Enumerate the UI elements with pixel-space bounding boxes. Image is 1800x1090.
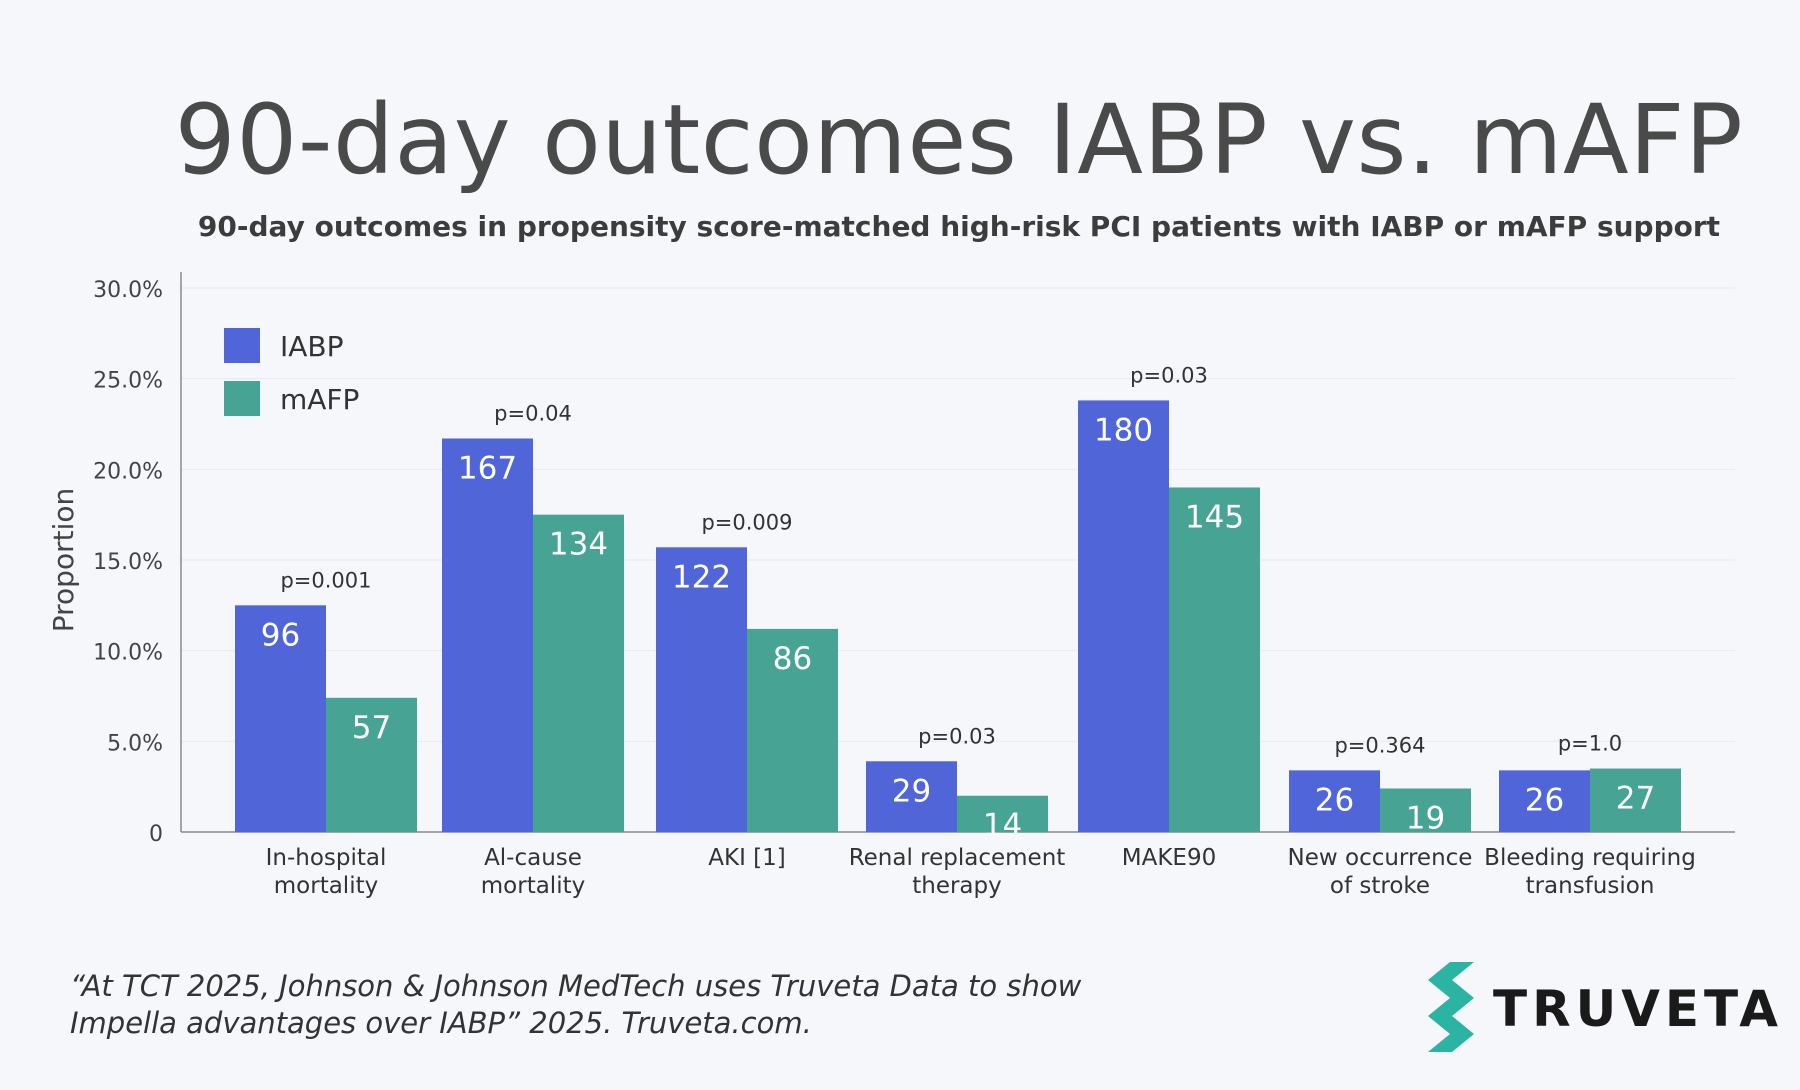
x-tick-label: mortality xyxy=(481,873,585,899)
bar-mafp xyxy=(957,795,1048,832)
y-tick-label: 10.0% xyxy=(93,641,163,666)
x-tick-label: transfusion xyxy=(1526,873,1655,899)
bar-mafp xyxy=(533,514,624,832)
p-value-label: p=0.001 xyxy=(280,568,371,592)
p-value-label: p=0.04 xyxy=(494,402,572,426)
y-tick-label: 20.0% xyxy=(93,459,163,484)
x-tick-label: of stroke xyxy=(1330,873,1430,899)
citation: “At TCT 2025, Johnson & Johnson MedTech … xyxy=(70,969,1082,1040)
y-tick-label: 25.0% xyxy=(93,369,163,394)
bar-value-label: 57 xyxy=(352,710,391,746)
p-value-label: p=1.0 xyxy=(1558,732,1622,756)
x-tick-label: In-hospital xyxy=(266,845,387,871)
p-value-label: p=0.03 xyxy=(1130,363,1208,387)
bar-mafp xyxy=(1169,487,1260,832)
bar-value-label: 27 xyxy=(1616,781,1655,817)
x-tick-label: New occurrence xyxy=(1288,845,1473,871)
y-tick-label: 0 xyxy=(149,822,163,847)
legend-swatch-mafp xyxy=(224,381,260,416)
bar-iabp xyxy=(1499,770,1590,832)
x-tick-label: Renal replacement xyxy=(849,845,1066,871)
y-tick-label: 5.0% xyxy=(107,731,163,756)
bar-value-label: 29 xyxy=(892,773,931,809)
legend-label: IABP xyxy=(280,330,344,363)
bar-value-label: 26 xyxy=(1525,782,1564,818)
bar-iabp xyxy=(656,547,747,832)
p-value-label: p=0.009 xyxy=(701,510,792,534)
bar-mafp xyxy=(1590,768,1681,832)
x-tick-label: Al-cause xyxy=(484,845,582,871)
x-tick-label: Bleeding requiring xyxy=(1484,845,1696,871)
x-tick-label: mortality xyxy=(274,873,378,899)
bar-value-label: 145 xyxy=(1185,499,1244,535)
bar-mafp xyxy=(1380,788,1471,832)
x-tick-label: AKI [1] xyxy=(708,845,786,871)
x-tick-label: MAKE90 xyxy=(1122,845,1216,871)
bar-mafp xyxy=(326,697,417,832)
bar-value-label: 134 xyxy=(549,527,608,563)
logo-text: TRUVETA xyxy=(1493,980,1783,1038)
bar-value-label: 167 xyxy=(458,451,517,487)
bar-value-label: 180 xyxy=(1094,412,1153,448)
bar-iabp xyxy=(1289,770,1380,832)
bar-value-label: 86 xyxy=(773,641,812,677)
bar-iabp xyxy=(442,438,533,832)
bar-iabp xyxy=(1078,400,1169,832)
y-axis-label: Proportion xyxy=(47,488,80,632)
x-tick-label: therapy xyxy=(912,873,1002,899)
bar-iabp xyxy=(866,761,957,832)
truveta-chevron-icon xyxy=(1428,962,1474,1052)
y-tick-label: 15.0% xyxy=(93,550,163,575)
truveta-logo[interactable]: TRUVETA xyxy=(1418,958,1778,1058)
page-title: 90-day outcomes IABP vs. mAFP xyxy=(174,84,1744,196)
p-value-label: p=0.364 xyxy=(1334,733,1425,757)
page-subtitle: 90-day outcomes in propensity score-matc… xyxy=(197,210,1721,243)
bar-value-label: 14 xyxy=(983,808,1022,844)
legend-label: mAFP xyxy=(280,383,359,416)
bar-value-label: 122 xyxy=(672,559,731,595)
y-tick-label: 30.0% xyxy=(93,278,163,303)
bar-iabp xyxy=(235,605,326,832)
bar-mafp xyxy=(747,628,838,832)
p-value-label: p=0.03 xyxy=(918,724,996,748)
bar-value-label: 26 xyxy=(1315,782,1354,818)
bar-value-label: 96 xyxy=(261,617,300,653)
legend-swatch-iabp xyxy=(224,328,260,363)
bar-value-label: 19 xyxy=(1406,800,1445,836)
